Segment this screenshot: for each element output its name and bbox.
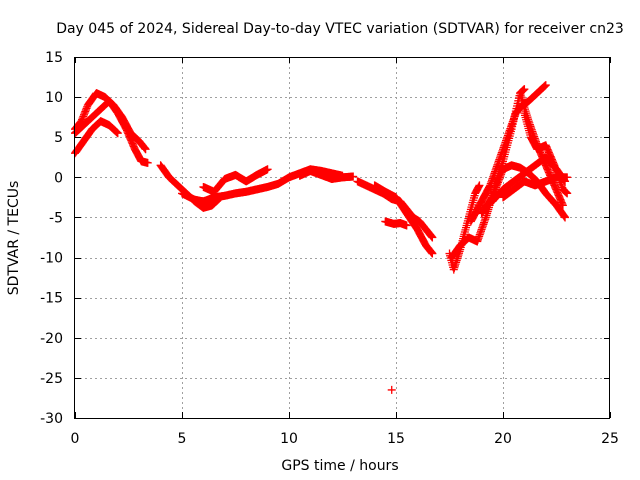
x-tick-label: 0 (71, 431, 80, 447)
y-tick-label: 15 (45, 50, 63, 66)
y-tick-label: 10 (45, 90, 63, 106)
series-outlier (387, 385, 396, 394)
plot-area-border (74, 57, 610, 419)
series-track-18 (499, 173, 572, 202)
data-point (561, 213, 570, 222)
data-point (558, 201, 567, 210)
y-tick-label: -20 (40, 331, 63, 347)
data-point (402, 221, 411, 230)
x-tick-label: 25 (601, 431, 619, 447)
axis-ticks: 0 5 10 15 20 25 15 10 5 0 -5 -10 -15 -20 -25 -30 (40, 50, 619, 447)
series-track-8 (353, 177, 437, 242)
data-point (563, 173, 572, 182)
data-point (349, 172, 358, 181)
x-tick-label: 5 (178, 431, 187, 447)
y-tick-label: -10 (40, 251, 63, 267)
series-track-9 (370, 181, 437, 258)
data-point (541, 81, 550, 90)
data-point (143, 158, 152, 167)
data-point (428, 233, 437, 242)
y-tick-label: -5 (49, 210, 63, 226)
data-points (71, 81, 572, 394)
x-tick-label: 20 (494, 431, 512, 447)
data-point (475, 181, 484, 190)
data-point (113, 129, 122, 138)
y-tick-label: -15 (40, 291, 63, 307)
series-track-6 (199, 165, 272, 196)
chart-title: Day 045 of 2024, Sidereal Day-to-day VTE… (56, 21, 624, 37)
series-track-7 (295, 166, 358, 183)
data-point (387, 385, 396, 394)
y-tick-label: -25 (40, 371, 63, 387)
y-axis-label: SDTVAR / TECUs (6, 181, 22, 296)
y-tick-label: 5 (54, 130, 63, 146)
x-tick-label: 10 (280, 431, 298, 447)
data-point (263, 165, 272, 174)
y-tick-label: -30 (40, 411, 63, 427)
series-track-4 (156, 161, 225, 212)
grid-lines (75, 57, 610, 418)
data-point (428, 249, 437, 258)
series-track-17 (520, 109, 572, 198)
y-tick-label: 0 (54, 170, 63, 186)
data-point (520, 85, 529, 94)
x-tick-label: 15 (387, 431, 405, 447)
data-point (141, 145, 150, 154)
data-point (563, 189, 572, 198)
series-track-10 (381, 217, 411, 230)
series-track-2 (71, 97, 152, 167)
x-axis-label: GPS time / hours (281, 458, 398, 474)
